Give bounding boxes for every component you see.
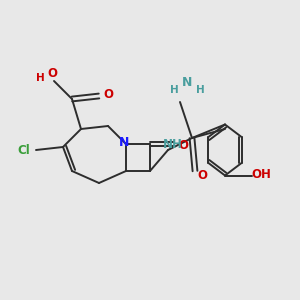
Text: NH: NH [163,137,182,151]
Text: O: O [103,88,113,101]
Text: O: O [47,67,58,80]
Text: OH: OH [251,168,271,182]
Text: N: N [182,76,193,89]
Text: O: O [197,169,208,182]
Text: O: O [178,139,188,152]
Text: H: H [196,85,205,95]
Text: Cl: Cl [18,143,30,157]
Text: H: H [36,73,45,83]
Text: H: H [169,85,178,95]
Text: N: N [119,136,130,149]
